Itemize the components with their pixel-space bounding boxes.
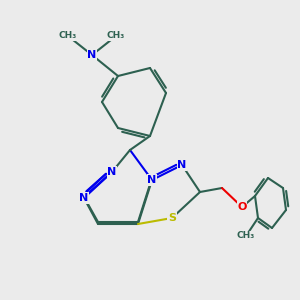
Text: O: O xyxy=(237,202,247,212)
Text: CH₃: CH₃ xyxy=(59,32,77,40)
Text: S: S xyxy=(168,213,176,223)
Text: CH₃: CH₃ xyxy=(107,32,125,40)
Text: N: N xyxy=(80,193,88,203)
Text: CH₃: CH₃ xyxy=(237,232,255,241)
Text: N: N xyxy=(177,160,187,170)
Text: N: N xyxy=(107,167,117,177)
Text: N: N xyxy=(87,50,97,60)
Text: N: N xyxy=(147,175,157,185)
